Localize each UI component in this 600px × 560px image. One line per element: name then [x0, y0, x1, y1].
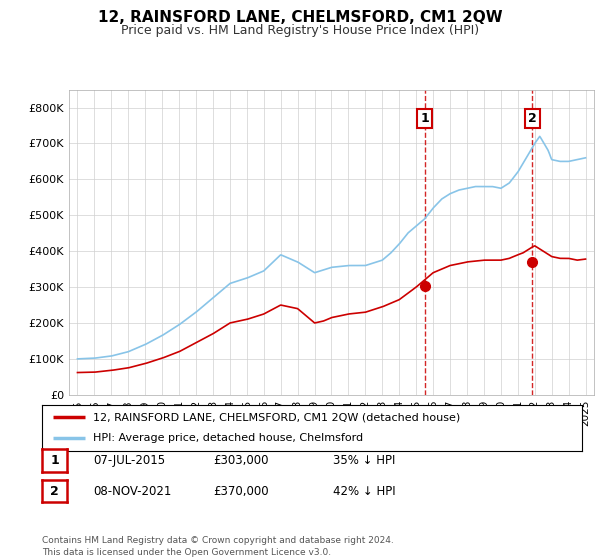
- Text: £370,000: £370,000: [213, 484, 269, 498]
- Text: HPI: Average price, detached house, Chelmsford: HPI: Average price, detached house, Chel…: [94, 433, 364, 444]
- Text: 08-NOV-2021: 08-NOV-2021: [93, 484, 172, 498]
- Text: £303,000: £303,000: [213, 454, 269, 467]
- Text: Contains HM Land Registry data © Crown copyright and database right 2024.
This d: Contains HM Land Registry data © Crown c…: [42, 536, 394, 557]
- Text: 12, RAINSFORD LANE, CHELMSFORD, CM1 2QW: 12, RAINSFORD LANE, CHELMSFORD, CM1 2QW: [98, 10, 502, 25]
- Text: 1: 1: [421, 112, 430, 125]
- Text: 2: 2: [50, 484, 59, 498]
- Text: Price paid vs. HM Land Registry's House Price Index (HPI): Price paid vs. HM Land Registry's House …: [121, 24, 479, 36]
- Text: 1: 1: [50, 454, 59, 467]
- Text: 35% ↓ HPI: 35% ↓ HPI: [333, 454, 395, 467]
- Text: 12, RAINSFORD LANE, CHELMSFORD, CM1 2QW (detached house): 12, RAINSFORD LANE, CHELMSFORD, CM1 2QW …: [94, 412, 461, 422]
- Text: 2: 2: [528, 112, 536, 125]
- Text: 42% ↓ HPI: 42% ↓ HPI: [333, 484, 395, 498]
- Text: 07-JUL-2015: 07-JUL-2015: [93, 454, 165, 467]
